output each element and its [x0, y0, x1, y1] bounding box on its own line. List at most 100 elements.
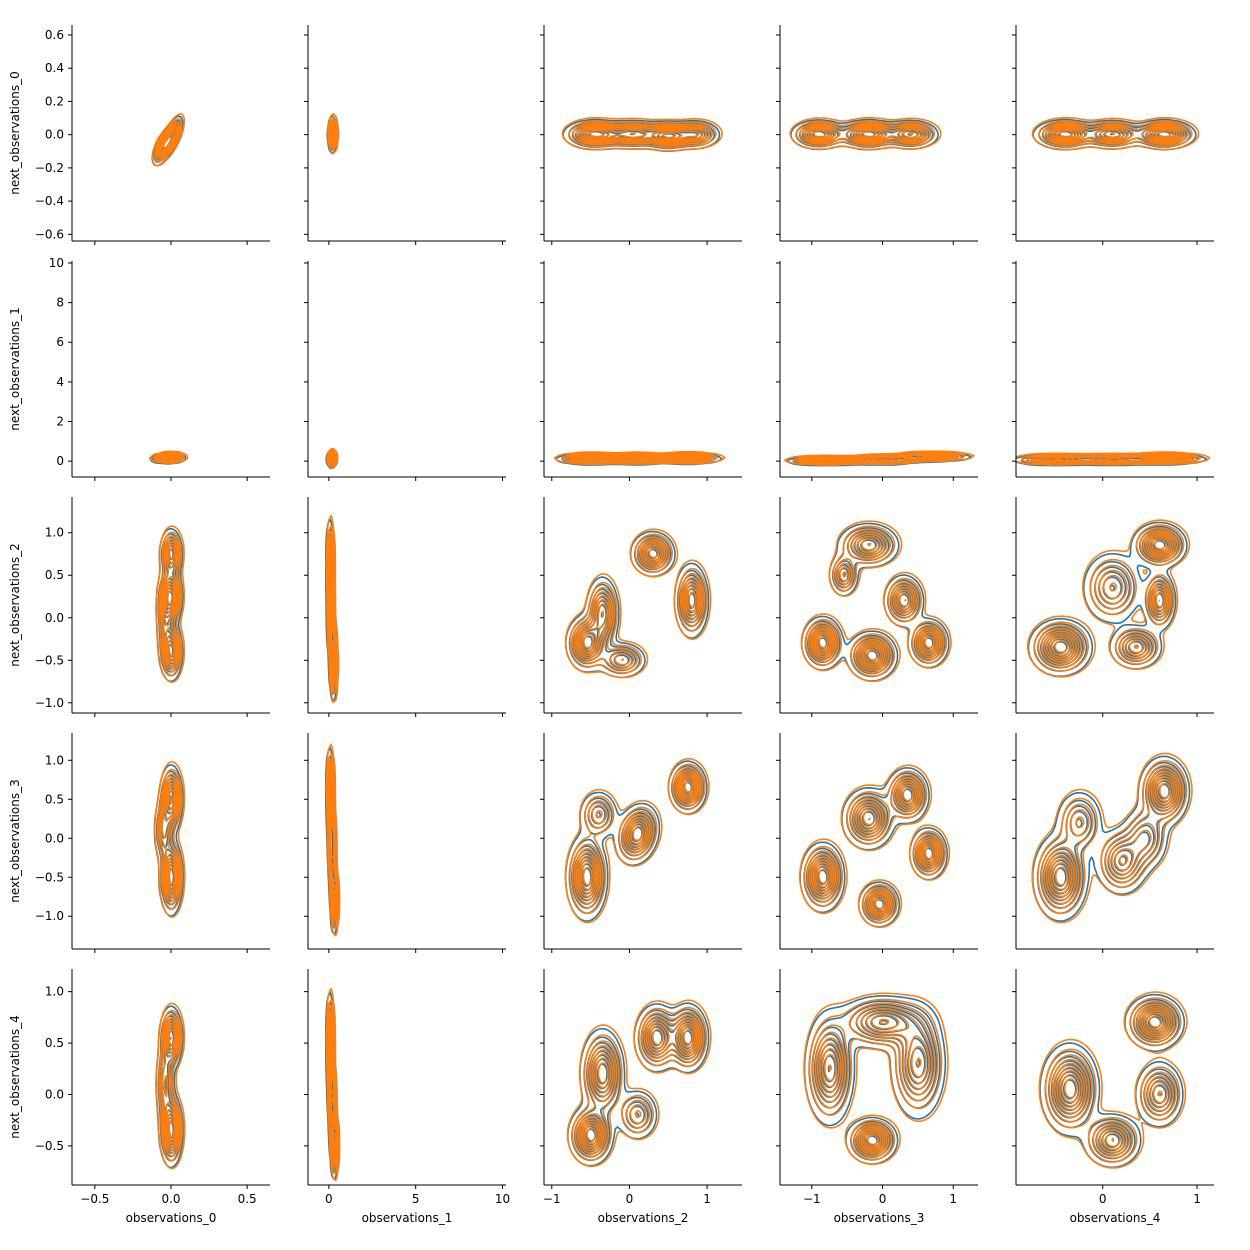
kde-contour-line	[862, 129, 878, 138]
kde-contour-line	[163, 1020, 180, 1150]
kde-contour-line	[167, 1029, 177, 1141]
kde-contour-line	[585, 128, 683, 141]
x-tick-label: 1	[703, 1192, 711, 1206]
kde-contour-line	[1038, 120, 1193, 148]
x-tick-label: 0	[325, 1192, 333, 1206]
kde-contour-line	[1050, 126, 1181, 142]
kde-contour-line	[1058, 129, 1173, 138]
kde-contour-line	[812, 128, 915, 139]
kde-contour-line	[1037, 760, 1188, 915]
kde-contour-line	[155, 1002, 186, 1170]
kde-contour-line	[582, 1022, 698, 1147]
kde-contour-line	[580, 778, 696, 891]
panel-1-0: 0 2 4 6 8 10 next_observations_1	[8, 256, 270, 481]
panel-3-3	[776, 733, 978, 953]
x-tick-label: 0	[1099, 1192, 1107, 1206]
kde-series-1	[564, 528, 712, 679]
kde-contour-line	[1052, 779, 1174, 891]
y-tick-label: 0.6	[45, 28, 64, 42]
kde-series-1	[325, 743, 341, 937]
kde-contour-line	[815, 787, 935, 910]
kde-contour-line	[575, 540, 702, 666]
kde-series-1	[1038, 991, 1188, 1169]
kde-contour-line	[165, 585, 176, 657]
kde-contour-line	[553, 450, 726, 465]
kde-contour-line	[161, 131, 175, 151]
kde-contour-line	[1053, 1005, 1173, 1153]
kde-contour-line	[154, 118, 183, 163]
kde-contour-line	[799, 122, 932, 146]
kde-contour-line	[1045, 770, 1180, 901]
kde-contour-line	[575, 123, 710, 146]
kde-contour-line	[577, 773, 699, 898]
kde-contour-line	[1044, 997, 1182, 1163]
panel-0-4	[1012, 25, 1214, 245]
kde-contour-line	[166, 1025, 178, 1145]
kde-contour-line	[574, 1011, 705, 1158]
kde-contour-line	[809, 127, 920, 141]
kde-contour-line	[1051, 1003, 1175, 1156]
kde-contour-line	[564, 528, 712, 679]
panel-2-2	[540, 497, 742, 717]
kde-contour-line	[167, 789, 177, 889]
y-axis-label: next_observations_0	[8, 71, 22, 194]
kde-contour-line	[564, 758, 710, 924]
kde-contour-line	[566, 999, 712, 1168]
y-tick-label: 0.2	[45, 94, 64, 108]
kde-contour-line	[1043, 531, 1176, 663]
kde-contour-line	[586, 1029, 694, 1142]
y-tick-label: −0.5	[35, 653, 64, 667]
kde-contour-line	[571, 766, 704, 909]
kde-contour-line	[332, 129, 335, 139]
kde-contour-line	[151, 113, 186, 167]
kde-contour-line	[814, 784, 937, 912]
kde-contour-line	[162, 134, 174, 149]
kde-contour-line	[582, 780, 694, 886]
kde-contour-line	[824, 1018, 922, 1148]
y-tick-label: 8	[56, 296, 64, 310]
kde-contour-line	[812, 1002, 939, 1158]
kde-contour-line	[158, 773, 182, 905]
x-axis-label: observations_4	[1070, 1211, 1161, 1225]
kde-contour-line	[818, 458, 837, 462]
panel-1-3	[776, 261, 978, 481]
kde-contour-line	[1061, 1012, 1166, 1142]
kde-contour-line	[1064, 1015, 1163, 1099]
panel-4-2: −1 0 1 observations_2	[540, 969, 742, 1225]
y-tick-label: 0.4	[45, 61, 64, 75]
x-tick-label: 5	[412, 1192, 420, 1206]
y-tick-label: 0.0	[45, 1087, 64, 1101]
kde-contour-line	[799, 764, 951, 928]
kde-contour-line	[789, 116, 942, 151]
kde-contour-line	[810, 779, 940, 916]
x-tick-label: −0.5	[80, 1192, 109, 1206]
kde-series-1	[803, 992, 949, 1166]
panel-1-1	[304, 261, 506, 481]
kde-contour-line	[159, 535, 181, 673]
kde-contour-line	[806, 774, 944, 921]
panel-0-3	[776, 25, 978, 245]
kde-contour-line	[1050, 776, 1176, 894]
panel-3-2	[540, 733, 742, 953]
kde-contour-line	[809, 531, 943, 672]
kde-series-1	[1026, 519, 1191, 678]
y-tick-label: 1.0	[45, 985, 64, 999]
kde-contour-line	[1048, 124, 1183, 143]
y-tick-label: 0.0	[45, 831, 64, 845]
x-tick-label: 10	[495, 1192, 510, 1206]
y-tick-label: 1.0	[45, 526, 64, 540]
kde-series-1	[564, 758, 710, 924]
panel-4-4: 0 1 observations_4	[1012, 969, 1214, 1225]
y-tick-label: −0.4	[35, 194, 64, 208]
y-tick-label: −0.5	[35, 870, 64, 884]
panel-3-1	[304, 733, 506, 953]
y-tick-label: 0.0	[45, 128, 64, 142]
x-axis-label: observations_2	[598, 1211, 689, 1225]
kde-contour-line	[571, 1006, 708, 1161]
kde-series-1	[784, 450, 975, 466]
kde-contour-line	[805, 525, 948, 677]
panel-2-4	[1012, 497, 1214, 717]
panel-1-2	[540, 261, 742, 481]
kde-contour-line	[821, 1013, 927, 1150]
kde-contour-line	[804, 124, 926, 143]
